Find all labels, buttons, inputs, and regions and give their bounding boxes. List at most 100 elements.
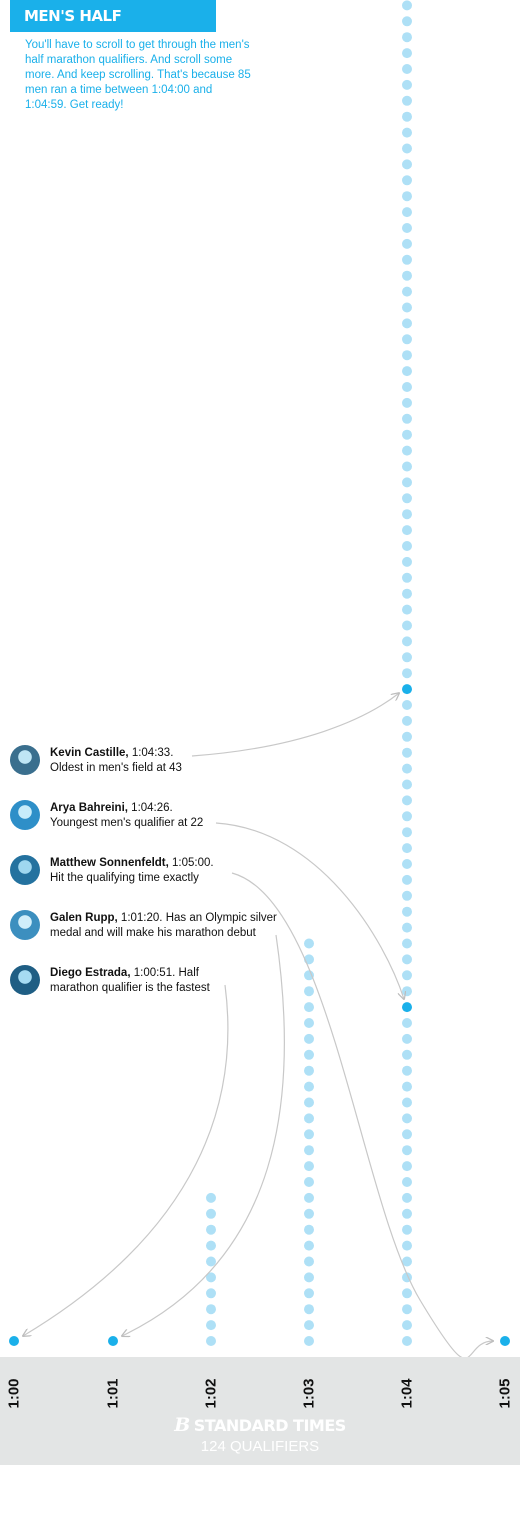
callout-text: Galen Rupp, 1:01:20. Has an Olympic silv… bbox=[50, 911, 295, 941]
qualifier-dot-103 bbox=[304, 1208, 314, 1219]
qualifier-dot-103 bbox=[304, 1336, 314, 1346]
qualifier-dot-103 bbox=[304, 1177, 314, 1187]
qualifier-dot-104 bbox=[402, 1049, 412, 1060]
qualifier-dot-102 bbox=[206, 1240, 216, 1251]
x-tick-label: 1:00 bbox=[5, 1378, 23, 1409]
qualifier-dot-104 bbox=[402, 270, 412, 281]
qualifier-dot-102 bbox=[206, 1272, 216, 1283]
qualifier-dot-103 bbox=[304, 1192, 314, 1203]
callout-note: medal and will make his marathon debut bbox=[50, 927, 256, 939]
qualifier-dot-104 bbox=[402, 620, 412, 631]
qualifier-dot-104 bbox=[402, 604, 412, 615]
qualifier-dot-104 bbox=[402, 827, 412, 838]
qualifier-dot-104 bbox=[402, 843, 412, 854]
annotation-arrow bbox=[23, 984, 229, 1336]
highlighted-dot-104 bbox=[402, 1002, 412, 1013]
footer-title: B STANDARD TIMES bbox=[0, 1414, 520, 1436]
qualifier-dot-103 bbox=[304, 1018, 314, 1028]
qualifier-dot-103 bbox=[304, 1145, 314, 1156]
qualifier-dot-104 bbox=[402, 1336, 412, 1346]
qualifier-dot-103 bbox=[304, 1129, 314, 1140]
qualifier-dot-104 bbox=[402, 191, 412, 202]
qualifier-dot-104 bbox=[402, 556, 412, 567]
qualifier-dot-103 bbox=[304, 986, 314, 997]
qualifier-dot-104 bbox=[402, 16, 412, 27]
qualifier-dot-104 bbox=[402, 429, 412, 440]
qualifier-dot-104 bbox=[402, 747, 412, 758]
qualifier-dot-104 bbox=[402, 1304, 412, 1315]
qualifier-dot-104 bbox=[402, 286, 412, 297]
qualifier-dot-102 bbox=[206, 1336, 216, 1346]
qualifier-dot-104 bbox=[402, 588, 412, 599]
dot-plot-chart bbox=[9, 0, 510, 1357]
qualifier-dot-103 bbox=[304, 1288, 314, 1299]
qualifier-dot-104 bbox=[402, 95, 412, 106]
qualifier-dot-104 bbox=[402, 207, 412, 218]
annotation-arrow bbox=[215, 822, 404, 999]
qualifier-dot-104 bbox=[402, 715, 412, 726]
avatar bbox=[10, 965, 40, 995]
qualifier-dot-104 bbox=[402, 763, 412, 774]
qualifier-dot-104 bbox=[402, 1288, 412, 1299]
qualifier-dot-102 bbox=[206, 1320, 216, 1331]
qualifier-dot-103 bbox=[304, 1272, 314, 1283]
callout-text: Diego Estrada, 1:00:51. Half marathon qua… bbox=[50, 966, 295, 996]
qualifier-dot-104 bbox=[402, 1065, 412, 1076]
qualifier-dot-104 bbox=[402, 461, 412, 472]
runner-time: 1:00:51. bbox=[130, 967, 176, 979]
x-tick-label: 1:01 bbox=[104, 1378, 122, 1409]
runner-time: 1:01:20. bbox=[117, 912, 163, 924]
qualifier-dot-104 bbox=[402, 366, 412, 377]
qualifier-dot-104 bbox=[402, 1129, 412, 1140]
qualifier-dot-104 bbox=[402, 318, 412, 329]
qualifier-dot-103 bbox=[304, 970, 314, 981]
qualifier-dot-104 bbox=[402, 0, 412, 11]
runner-name: Matthew Sonnenfeldt, bbox=[50, 857, 169, 869]
qualifier-dot-103 bbox=[304, 1049, 314, 1060]
qualifier-dot-103 bbox=[304, 1081, 314, 1092]
annotation-arrow bbox=[122, 934, 286, 1336]
footer-subtitle: 124 QUALIFIERS bbox=[200, 1438, 320, 1455]
qualifier-dot-104 bbox=[402, 572, 412, 583]
callout-text: Arya Bahreini, 1:04:26. Youngest men's qu… bbox=[50, 801, 295, 831]
qualifier-dot-103 bbox=[304, 1256, 314, 1267]
qualifier-dot-103 bbox=[304, 1065, 314, 1076]
qualifier-dot-103 bbox=[304, 1224, 314, 1235]
qualifier-dot-104 bbox=[402, 1240, 412, 1251]
qualifier-dot-104 bbox=[402, 1208, 412, 1219]
qualifier-dot-104 bbox=[402, 32, 412, 43]
qualifier-dot-104 bbox=[402, 1033, 412, 1044]
callout-text: Matthew Sonnenfeldt, 1:05:00. Hit the qua… bbox=[50, 856, 295, 886]
qualifier-dot-104 bbox=[402, 254, 412, 265]
highlighted-dot-101 bbox=[108, 1336, 118, 1346]
qualifier-dot-104 bbox=[402, 64, 412, 74]
qualifier-dot-104 bbox=[402, 334, 412, 345]
qualifier-dot-104 bbox=[402, 111, 412, 122]
qualifier-dot-104 bbox=[402, 700, 412, 710]
qualifier-dot-104 bbox=[402, 1081, 412, 1092]
qualifier-dot-104 bbox=[402, 477, 412, 488]
qualifier-dot-104 bbox=[402, 954, 412, 965]
qualifier-dot-104 bbox=[402, 731, 412, 742]
qualifier-dot-104 bbox=[402, 143, 412, 154]
qualifier-dot-104 bbox=[402, 1177, 412, 1187]
callout-note: Has an Olympic silver bbox=[162, 912, 277, 924]
qualifier-dot-104 bbox=[402, 79, 412, 90]
callout-note: marathon qualifier is the fastest bbox=[50, 982, 210, 994]
qualifier-dot-104 bbox=[402, 413, 412, 424]
runner-name: Arya Bahreini, bbox=[50, 802, 128, 814]
qualifier-dot-104 bbox=[402, 525, 412, 536]
x-tick-label: 1:02 bbox=[202, 1378, 220, 1409]
qualifier-dot-104 bbox=[402, 48, 412, 59]
qualifier-dot-103 bbox=[304, 1113, 314, 1124]
highlighted-dot-100 bbox=[9, 1336, 19, 1346]
qualifier-dot-104 bbox=[402, 223, 412, 233]
qualifier-dot-104 bbox=[402, 874, 412, 885]
qualifier-dot-104 bbox=[402, 127, 412, 138]
qualifier-dot-104 bbox=[402, 1097, 412, 1108]
callout-note: Oldest in men's field at 43 bbox=[50, 762, 182, 774]
qualifier-dot-104 bbox=[402, 350, 412, 361]
qualifier-dot-102 bbox=[206, 1304, 216, 1315]
qualifier-dot-104 bbox=[402, 1320, 412, 1331]
runner-time: 1:04:33. bbox=[128, 747, 174, 759]
